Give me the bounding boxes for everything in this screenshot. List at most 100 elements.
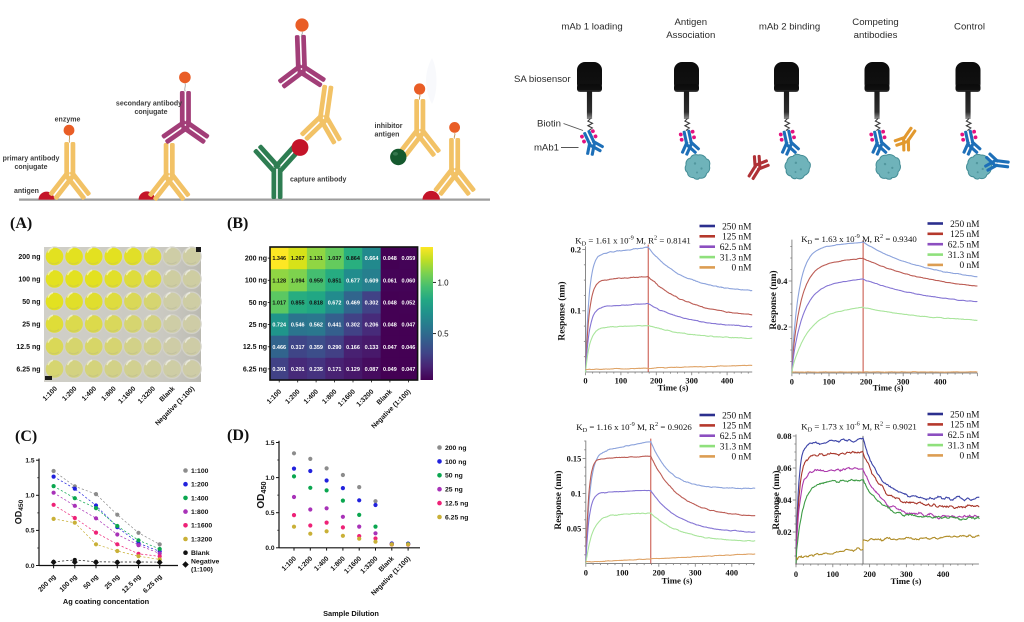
- svg-text:0.1: 0.1: [571, 307, 581, 316]
- svg-text:Blank: Blank: [191, 550, 210, 557]
- svg-text:0.05: 0.05: [567, 524, 582, 533]
- svg-text:(1:100): (1:100): [191, 567, 213, 574]
- svg-text:50 ng: 50 ng: [249, 300, 267, 307]
- svg-text:0.2: 0.2: [571, 245, 581, 254]
- svg-text:400: 400: [934, 378, 947, 387]
- svg-text:0.206: 0.206: [365, 323, 379, 329]
- svg-text:25 ng: 25 ng: [249, 322, 267, 329]
- svg-text:0.672: 0.672: [328, 300, 342, 306]
- svg-text:12.5 ng: 12.5 ng: [16, 344, 40, 351]
- svg-text:0.08: 0.08: [777, 432, 792, 441]
- svg-text:KD = 1.16 x 10-9 M, R2 = 0.902: KD = 1.16 x 10-9 M, R2 = 0.9026: [576, 421, 692, 434]
- svg-text:50 ng: 50 ng: [22, 299, 40, 306]
- svg-text:0.047: 0.047: [402, 367, 416, 373]
- svg-text:0: 0: [583, 377, 587, 386]
- svg-text:0.047: 0.047: [402, 323, 416, 329]
- svg-text:31.3 nM: 31.3 nM: [720, 253, 752, 263]
- svg-text:0.166: 0.166: [346, 345, 360, 351]
- svg-text:Negative: Negative: [191, 559, 220, 566]
- svg-text:(D): (D): [227, 427, 249, 444]
- svg-text:0.677: 0.677: [346, 278, 360, 284]
- svg-text:100: 100: [616, 569, 629, 578]
- svg-text:conjugate: conjugate: [134, 109, 167, 116]
- svg-text:100: 100: [827, 570, 840, 579]
- svg-text:100 ng: 100 ng: [245, 278, 267, 285]
- svg-text:0.133: 0.133: [365, 345, 379, 351]
- svg-text:400: 400: [721, 377, 734, 386]
- svg-text:KD = 1.63 x 10-9 M, R2 = 0.934: KD = 1.63 x 10-9 M, R2 = 0.9340: [801, 233, 917, 246]
- svg-text:Time (s): Time (s): [658, 383, 689, 393]
- svg-text:400: 400: [726, 569, 739, 578]
- svg-text:100: 100: [823, 378, 836, 387]
- svg-text:0.235: 0.235: [309, 367, 323, 373]
- svg-text:200: 200: [860, 378, 873, 387]
- svg-text:secondary antibody: secondary antibody: [116, 101, 182, 108]
- svg-text:1.128: 1.128: [272, 278, 286, 284]
- svg-text:100 ng: 100 ng: [18, 276, 40, 283]
- svg-text:300: 300: [897, 378, 910, 387]
- svg-text:primary antibody: primary antibody: [3, 156, 60, 163]
- svg-text:0.855: 0.855: [291, 300, 305, 306]
- svg-text:1.267: 1.267: [291, 256, 305, 262]
- svg-text:1:200: 1:200: [191, 482, 209, 489]
- svg-text:200 ng: 200 ng: [445, 445, 467, 452]
- svg-text:400: 400: [937, 570, 950, 579]
- svg-text:62.5 nM: 62.5 nM: [720, 243, 752, 253]
- svg-text:300: 300: [689, 569, 702, 578]
- svg-text:antigen: antigen: [14, 188, 39, 195]
- svg-text:Time (s): Time (s): [891, 576, 922, 586]
- svg-text:6.25 ng: 6.25 ng: [243, 366, 267, 373]
- svg-text:Ag coating concentation: Ag coating concentation: [63, 597, 150, 606]
- svg-text:200 ng: 200 ng: [245, 256, 267, 263]
- svg-text:50 ng: 50 ng: [445, 473, 463, 480]
- svg-text:mAb 1 loading: mAb 1 loading: [561, 22, 622, 33]
- svg-text:(B): (B): [227, 215, 248, 232]
- svg-text:Response (nm): Response (nm): [768, 270, 779, 329]
- svg-text:0.061: 0.061: [383, 278, 397, 284]
- svg-text:31.3 nM: 31.3 nM: [720, 442, 752, 452]
- svg-text:0.302: 0.302: [365, 300, 379, 306]
- svg-text:1:100: 1:100: [191, 468, 209, 475]
- svg-text:0.609: 0.609: [365, 278, 379, 284]
- svg-text:6.25 ng: 6.25 ng: [445, 514, 468, 521]
- svg-text:Response (nm): Response (nm): [557, 281, 568, 340]
- svg-text:0.0: 0.0: [265, 545, 274, 552]
- svg-text:0.201: 0.201: [291, 367, 305, 373]
- svg-text:62.5 nM: 62.5 nM: [720, 432, 752, 442]
- svg-text:1.0: 1.0: [25, 493, 34, 500]
- svg-text:0.087: 0.087: [365, 367, 379, 373]
- svg-text:0.2: 0.2: [777, 323, 787, 332]
- svg-text:KD = 1.61 x 10-9 M, R2 = 0.814: KD = 1.61 x 10-9 M, R2 = 0.8141: [575, 235, 691, 248]
- svg-text:0.060: 0.060: [402, 278, 416, 284]
- svg-text:1:3200: 1:3200: [191, 536, 212, 543]
- svg-text:31.3 nM: 31.3 nM: [948, 251, 980, 261]
- svg-text:(C): (C): [15, 428, 37, 445]
- svg-text:12.5 ng: 12.5 ng: [445, 501, 468, 508]
- svg-text:0.290: 0.290: [328, 345, 342, 351]
- svg-text:125 nM: 125 nM: [950, 230, 980, 240]
- svg-text:0.049: 0.049: [383, 367, 397, 373]
- svg-text:mAb 2 binding: mAb 2 binding: [759, 22, 820, 33]
- svg-text:0.302: 0.302: [346, 323, 360, 329]
- svg-text:conjugate: conjugate: [14, 164, 47, 171]
- svg-text:6.25 ng: 6.25 ng: [16, 366, 40, 373]
- svg-text:0.359: 0.359: [309, 345, 323, 351]
- svg-text:25 ng: 25 ng: [445, 487, 463, 494]
- svg-text:250 nM: 250 nM: [722, 411, 752, 421]
- svg-text:0: 0: [584, 569, 588, 578]
- svg-text:0: 0: [790, 378, 794, 387]
- svg-text:OD450: OD450: [256, 481, 268, 508]
- svg-text:1:800: 1:800: [191, 509, 209, 516]
- svg-text:SA biosensor: SA biosensor: [514, 74, 571, 85]
- svg-text:100 ng: 100 ng: [445, 459, 467, 466]
- svg-text:1.5: 1.5: [25, 458, 34, 465]
- svg-text:Time (s): Time (s): [662, 576, 693, 586]
- svg-text:0.048: 0.048: [383, 300, 397, 306]
- svg-text:inhibitor: inhibitor: [375, 123, 403, 130]
- svg-text:0.059: 0.059: [402, 256, 416, 262]
- svg-text:0.129: 0.129: [346, 367, 360, 373]
- svg-text:Time (s): Time (s): [873, 383, 904, 393]
- svg-text:capture antibody: capture antibody: [290, 177, 347, 184]
- svg-text:12.5 ng: 12.5 ng: [243, 344, 267, 351]
- svg-text:Competing: Competing: [852, 17, 898, 28]
